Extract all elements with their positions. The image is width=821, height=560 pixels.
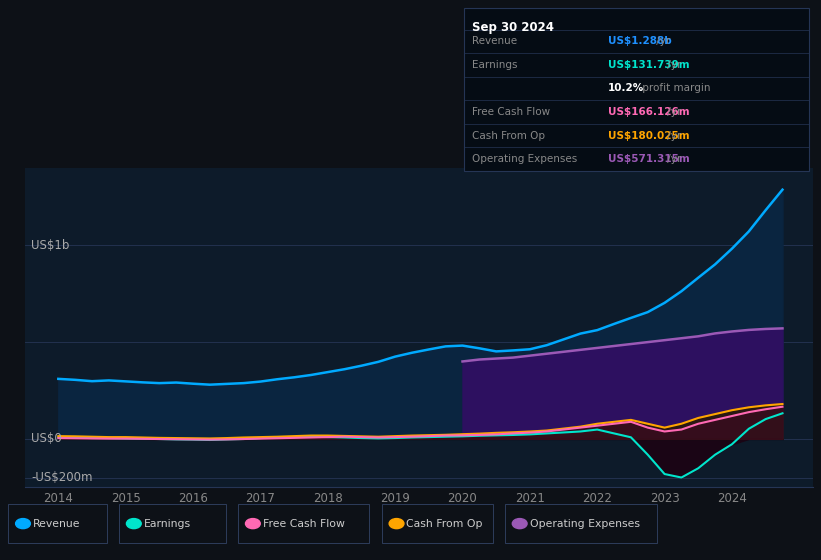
Text: Operating Expenses: Operating Expenses <box>472 154 577 164</box>
Text: Cash From Op: Cash From Op <box>406 519 483 529</box>
Text: Free Cash Flow: Free Cash Flow <box>472 107 550 117</box>
Text: 10.2%: 10.2% <box>608 83 644 94</box>
Text: profit margin: profit margin <box>639 83 710 94</box>
Text: Operating Expenses: Operating Expenses <box>530 519 640 529</box>
Text: Sep 30 2024: Sep 30 2024 <box>472 21 554 34</box>
Text: -US$200m: -US$200m <box>31 471 93 484</box>
Text: Revenue: Revenue <box>33 519 80 529</box>
Text: Earnings: Earnings <box>144 519 190 529</box>
Text: /yr: /yr <box>663 154 681 164</box>
Text: US$180.025m: US$180.025m <box>608 130 689 141</box>
Text: /yr: /yr <box>663 107 681 117</box>
Text: US$166.126m: US$166.126m <box>608 107 689 117</box>
Text: US$571.315m: US$571.315m <box>608 154 690 164</box>
Text: US$1.288b: US$1.288b <box>608 36 672 46</box>
Text: Cash From Op: Cash From Op <box>472 130 545 141</box>
Text: US$0: US$0 <box>31 432 62 445</box>
Text: /yr: /yr <box>663 60 681 70</box>
Text: /yr: /yr <box>654 36 671 46</box>
Text: US$131.739m: US$131.739m <box>608 60 689 70</box>
Text: US$1b: US$1b <box>31 239 70 252</box>
Text: Free Cash Flow: Free Cash Flow <box>263 519 345 529</box>
Text: Earnings: Earnings <box>472 60 517 70</box>
Text: Revenue: Revenue <box>472 36 517 46</box>
Text: /yr: /yr <box>663 130 681 141</box>
